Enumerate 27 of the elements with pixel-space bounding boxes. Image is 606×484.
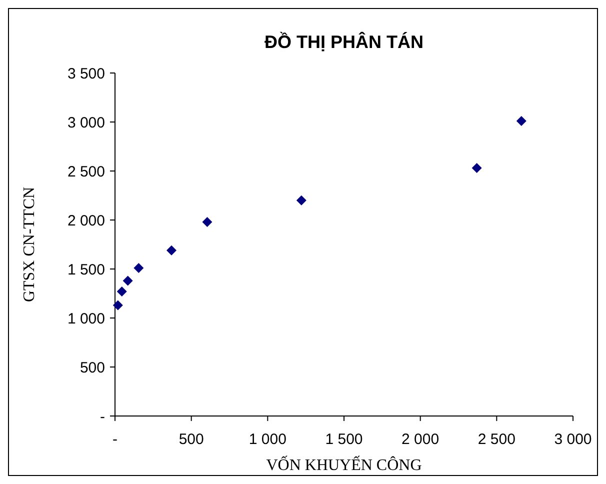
y-tick-label: 3 500 [67,65,105,82]
x-tick-label: 1 500 [325,431,363,448]
y-tick-label: - [100,408,105,426]
x-tick-label: 1 000 [248,431,286,448]
chart-title: ĐỒ THỊ PHÂN TÁN [264,31,424,52]
y-tick-label: 2 500 [67,163,105,180]
point [202,216,212,227]
point [472,163,482,174]
point [116,286,127,297]
x-tick-label: 2 500 [478,431,516,448]
y-axis-title: GTSX CN-TTCN [21,186,38,302]
x-tick-label: 3 000 [554,431,592,448]
point [122,276,133,286]
x-axis-title: VỐN KHUYẾN CÔNG [266,455,422,474]
y-tick-label: 1 000 [67,310,105,328]
y-tick-label: 2 000 [67,212,105,230]
x-tick-label: 500 [178,431,204,448]
point [516,116,526,126]
y-tick-label: 500 [80,359,105,376]
y-tick-label: 1 500 [67,261,105,278]
point [296,195,306,206]
y-tick-label: 3 000 [67,114,105,132]
point [112,300,123,310]
x-tick-label: - [112,431,118,448]
point [166,245,176,256]
point [134,263,144,274]
x-tick-label: 2 000 [402,431,440,448]
